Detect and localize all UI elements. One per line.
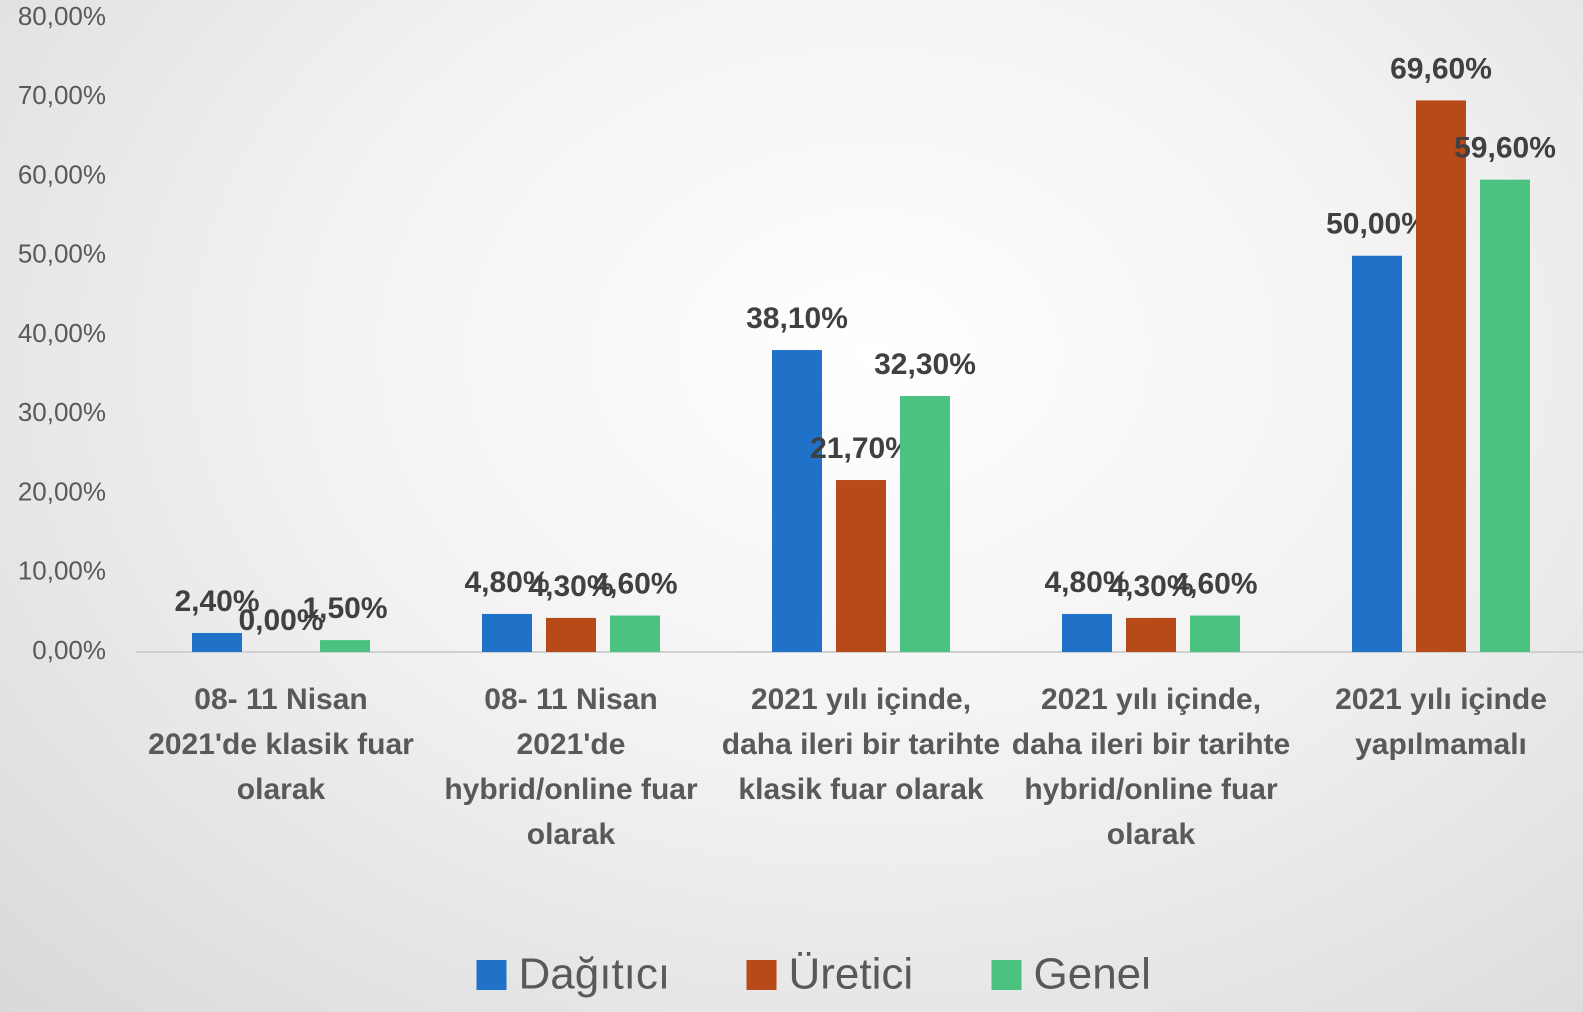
bar (482, 613, 532, 652)
bar (836, 480, 886, 652)
bar (1126, 617, 1176, 652)
x-tick-label: 2021 yılı içinde, daha ileri bir tarihte… (721, 683, 1001, 806)
bar (192, 632, 242, 652)
legend-swatch (991, 960, 1022, 990)
x-tick-label: 08- 11 Nisan 2021'de klasik fuar olarak (148, 683, 414, 806)
data-label: 50,00% (1326, 208, 1428, 241)
y-tick-label: 80,00% (18, 1, 106, 31)
legend-label: Dağıtıcı (519, 950, 671, 999)
data-label: 59,60% (1454, 132, 1556, 165)
bar (610, 615, 660, 652)
bar (546, 617, 596, 652)
y-tick-label: 20,00% (18, 476, 106, 506)
x-tick-label: 2021 yılı içinde yapılmamalı (1335, 683, 1547, 761)
data-label: 4,30% (1108, 570, 1193, 603)
data-label: 1,50% (302, 592, 387, 625)
data-label: 4,60% (1172, 567, 1257, 600)
legend-swatch (746, 960, 777, 990)
legend-label: Genel (1034, 950, 1151, 999)
bar (1190, 615, 1240, 652)
data-label: 69,60% (1390, 52, 1492, 85)
data-label: 4,80% (464, 566, 549, 599)
y-tick-label: 0,00% (32, 635, 106, 665)
bar (1416, 100, 1466, 653)
data-label: 2,40% (174, 585, 259, 618)
x-tick-label: 08- 11 Nisan 2021'de hybrid/online fuar … (444, 683, 698, 851)
bar (772, 350, 822, 652)
x-tick-label: 2021 yılı içinde, daha ileri bir tarihte… (1011, 683, 1291, 851)
y-tick-label: 10,00% (18, 556, 106, 586)
data-label: 4,30% (528, 570, 613, 603)
legend-swatch (476, 960, 507, 990)
data-label: 38,10% (746, 302, 848, 335)
data-label: 32,30% (874, 348, 976, 381)
data-label: 21,70% (810, 432, 912, 465)
data-label: 4,80% (1044, 566, 1129, 599)
data-label: 0,00% (238, 604, 323, 637)
y-tick-label: 30,00% (18, 397, 106, 427)
y-tick-label: 70,00% (18, 80, 106, 110)
legend-label: Üretici (789, 950, 914, 999)
y-tick-label: 40,00% (18, 318, 106, 348)
y-tick-label: 60,00% (18, 159, 106, 189)
y-tick-label: 50,00% (18, 239, 106, 269)
bar (900, 396, 950, 652)
bar (320, 640, 370, 652)
bar (1480, 179, 1530, 653)
bar (1352, 255, 1402, 652)
data-label: 4,60% (592, 567, 677, 600)
bar (1062, 613, 1112, 652)
